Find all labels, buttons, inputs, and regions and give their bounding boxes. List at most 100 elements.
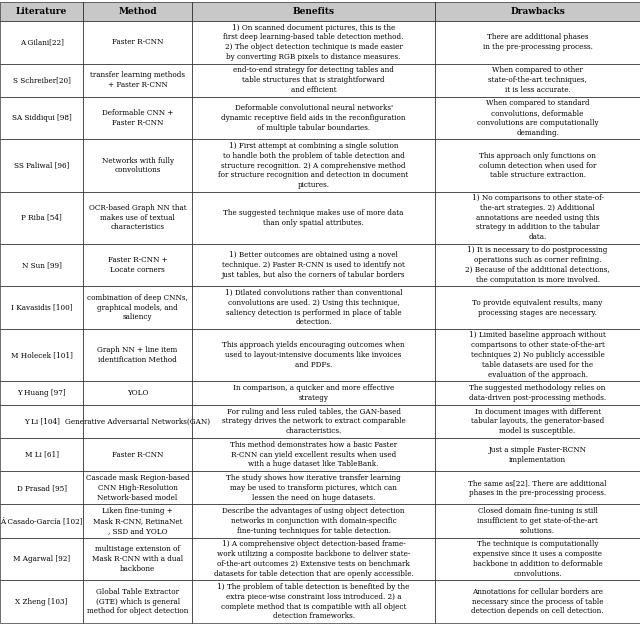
Bar bbox=[83, 405, 192, 438]
Text: N Sun [99]: N Sun [99] bbox=[22, 261, 61, 269]
Text: Global Table Extractor
(GTE) which is general
method for object detection: Global Table Extractor (GTE) which is ge… bbox=[87, 588, 188, 616]
Text: 1) It is necessary to do postprocessing
operations such as corner refining.
2) B: 1) It is necessary to do postprocessing … bbox=[465, 246, 610, 284]
Bar bbox=[192, 538, 435, 581]
Text: 1) No comparisons to other state-of-
the-art strategies. 2) Additional
annotatio: 1) No comparisons to other state-of- the… bbox=[472, 194, 604, 241]
Bar bbox=[83, 381, 192, 405]
Text: combination of deep CNNs,
graphical models, and
saliency: combination of deep CNNs, graphical mode… bbox=[87, 294, 188, 321]
Text: Faster R-CNN +
Locate corners: Faster R-CNN + Locate corners bbox=[108, 256, 168, 274]
Bar bbox=[83, 21, 192, 64]
Bar bbox=[83, 2, 192, 21]
Bar bbox=[0, 581, 83, 623]
Bar bbox=[192, 139, 435, 192]
Bar bbox=[435, 329, 640, 381]
Bar bbox=[83, 64, 192, 97]
Text: 1) Dilated convolutions rather than conventional
convolutions are used. 2) Using: 1) Dilated convolutions rather than conv… bbox=[225, 289, 403, 326]
Bar bbox=[83, 538, 192, 581]
Text: Á Casado-García [102]: Á Casado-García [102] bbox=[1, 517, 83, 525]
Text: multistage extension of
Mask R-CNN with a dual
backbone: multistage extension of Mask R-CNN with … bbox=[92, 545, 183, 573]
Text: Faster R-CNN: Faster R-CNN bbox=[112, 451, 163, 459]
Text: This approach only functions on
column detection when used for
table structure e: This approach only functions on column d… bbox=[479, 152, 596, 179]
Text: Deformable convolutional neural networks'
dynamic receptive field aids in the re: Deformable convolutional neural networks… bbox=[221, 104, 406, 132]
Text: Method: Method bbox=[118, 7, 157, 16]
Bar bbox=[435, 139, 640, 192]
Bar bbox=[435, 244, 640, 286]
Text: Generative Adversarial Networks(GAN): Generative Adversarial Networks(GAN) bbox=[65, 418, 210, 426]
Text: A Gilani[22]: A Gilani[22] bbox=[20, 38, 63, 46]
Text: This approach yields encouraging outcomes when
used to layout-intensive document: This approach yields encouraging outcome… bbox=[222, 341, 405, 369]
Text: The study shows how iterative transfer learning
may be used to transform picture: The study shows how iterative transfer l… bbox=[226, 474, 401, 502]
Bar bbox=[83, 504, 192, 538]
Text: OCR-based Graph NN that
makes use of textual
characteristics: OCR-based Graph NN that makes use of tex… bbox=[89, 204, 186, 231]
Bar bbox=[192, 581, 435, 623]
Text: Describe the advantages of using object detection
networks in conjunction with d: Describe the advantages of using object … bbox=[222, 508, 405, 535]
Text: Drawbacks: Drawbacks bbox=[510, 7, 565, 16]
Bar bbox=[0, 286, 83, 329]
Bar bbox=[192, 329, 435, 381]
Text: For ruling and less ruled tables, the GAN-based
strategy drives the network to e: For ruling and less ruled tables, the GA… bbox=[221, 408, 406, 435]
Text: SA Siddiqui [98]: SA Siddiqui [98] bbox=[12, 114, 72, 122]
Text: This method demonstrates how a basic Faster
R-CNN can yield excellent results wh: This method demonstrates how a basic Fas… bbox=[230, 441, 397, 469]
Bar bbox=[83, 581, 192, 623]
Bar bbox=[0, 405, 83, 438]
Text: transfer learning methods
+ Faster R-CNN: transfer learning methods + Faster R-CNN bbox=[90, 71, 185, 89]
Bar bbox=[0, 329, 83, 381]
Text: S Schreiber[20]: S Schreiber[20] bbox=[13, 76, 70, 84]
Text: I Kavasidis [100]: I Kavasidis [100] bbox=[11, 304, 72, 312]
Bar bbox=[83, 329, 192, 381]
Bar bbox=[0, 244, 83, 286]
Bar bbox=[83, 139, 192, 192]
Bar bbox=[435, 286, 640, 329]
Bar bbox=[83, 471, 192, 504]
Text: To provide equivalent results, many
processing stages are necessary.: To provide equivalent results, many proc… bbox=[472, 299, 603, 317]
Text: 1) The problem of table detection is benefited by the
extra piece-wise constrain: 1) The problem of table detection is ben… bbox=[218, 583, 410, 621]
Bar bbox=[192, 97, 435, 139]
Text: P Riba [54]: P Riba [54] bbox=[21, 214, 62, 222]
Bar bbox=[435, 471, 640, 504]
Bar bbox=[435, 405, 640, 438]
Text: M Agarwal [92]: M Agarwal [92] bbox=[13, 555, 70, 563]
Bar bbox=[435, 381, 640, 405]
Text: 1) First attempt at combining a single solution
to handle both the problem of ta: 1) First attempt at combining a single s… bbox=[218, 142, 409, 189]
Text: Liken fine-tuning +
Mask R-CNN, RetinaNet
, SSD and YOLO: Liken fine-tuning + Mask R-CNN, RetinaNe… bbox=[93, 508, 182, 535]
Text: Graph NN + line item
identification Method: Graph NN + line item identification Meth… bbox=[97, 346, 178, 364]
Bar bbox=[192, 405, 435, 438]
Bar bbox=[83, 438, 192, 471]
Text: M Li [61]: M Li [61] bbox=[24, 451, 59, 459]
Text: Y Li [104]: Y Li [104] bbox=[24, 418, 60, 426]
Text: D Prasad [95]: D Prasad [95] bbox=[17, 484, 67, 492]
Bar bbox=[435, 504, 640, 538]
Text: Y Huang [97]: Y Huang [97] bbox=[17, 389, 66, 397]
Bar bbox=[83, 244, 192, 286]
Text: The suggested methodology relies on
data-driven post-processing methods.: The suggested methodology relies on data… bbox=[469, 384, 606, 402]
Bar bbox=[192, 21, 435, 64]
Bar bbox=[435, 192, 640, 244]
Text: When compared to other
state-of-the-art techniques,
it is less accurate.: When compared to other state-of-the-art … bbox=[488, 66, 587, 94]
Text: The same as[22]. There are additional
phases in the pre-processing process.: The same as[22]. There are additional ph… bbox=[468, 479, 607, 497]
Text: When compared to standard
convolutions, deformable
convolutions are computationa: When compared to standard convolutions, … bbox=[477, 99, 598, 137]
Bar bbox=[435, 581, 640, 623]
Text: Literature: Literature bbox=[16, 7, 67, 16]
Bar bbox=[435, 538, 640, 581]
Bar bbox=[0, 21, 83, 64]
Bar bbox=[435, 64, 640, 97]
Text: The technique is computationally
expensive since it uses a composite
backbone in: The technique is computationally expensi… bbox=[473, 541, 602, 578]
Bar bbox=[435, 97, 640, 139]
Bar bbox=[435, 438, 640, 471]
Text: Benefits: Benefits bbox=[292, 7, 335, 16]
Bar bbox=[192, 504, 435, 538]
Text: 1) A comprehensive object detection-based frame-
work utilizing a composite back: 1) A comprehensive object detection-base… bbox=[214, 541, 413, 578]
Bar bbox=[0, 192, 83, 244]
Bar bbox=[0, 381, 83, 405]
Bar bbox=[0, 97, 83, 139]
Bar bbox=[0, 438, 83, 471]
Text: Annotations for cellular borders are
necessary since the process of table
detect: Annotations for cellular borders are nec… bbox=[471, 588, 604, 616]
Bar bbox=[435, 2, 640, 21]
Text: X Zheng [103]: X Zheng [103] bbox=[15, 598, 68, 606]
Bar bbox=[0, 139, 83, 192]
Text: In comparison, a quicker and more effective
strategy: In comparison, a quicker and more effect… bbox=[233, 384, 394, 402]
Text: 1) Better outcomes are obtained using a novel
technique. 2) Faster R-CNN is used: 1) Better outcomes are obtained using a … bbox=[222, 251, 405, 279]
Text: The suggested technique makes use of more data
than only spatial attributes.: The suggested technique makes use of mor… bbox=[223, 209, 404, 226]
Bar bbox=[192, 244, 435, 286]
Bar bbox=[83, 286, 192, 329]
Bar bbox=[0, 538, 83, 581]
